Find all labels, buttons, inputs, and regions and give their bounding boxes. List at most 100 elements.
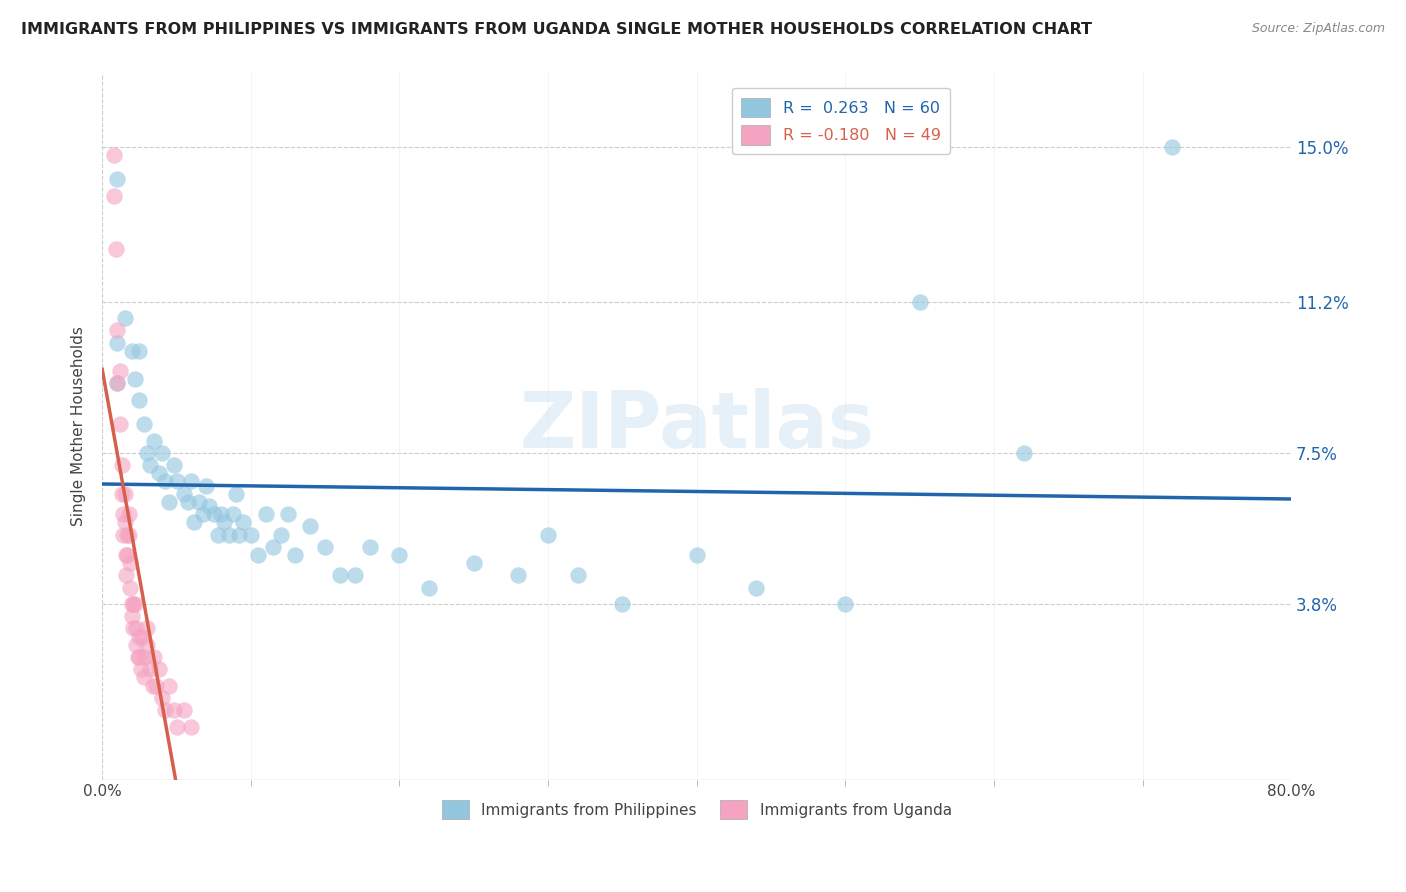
Point xyxy=(103,147,125,161)
Point xyxy=(111,527,134,541)
Point xyxy=(128,650,150,665)
Point xyxy=(157,679,180,693)
Point xyxy=(1012,446,1035,460)
Point xyxy=(139,458,162,472)
Point xyxy=(132,417,155,432)
Point xyxy=(139,662,162,676)
Point xyxy=(135,622,157,636)
Text: ZIPatlas: ZIPatlas xyxy=(519,388,875,465)
Point xyxy=(388,548,411,562)
Point xyxy=(198,499,221,513)
Point xyxy=(418,581,440,595)
Point xyxy=(183,516,205,530)
Point xyxy=(108,417,131,432)
Point xyxy=(115,568,138,582)
Point xyxy=(463,556,485,570)
Point xyxy=(121,609,143,624)
Point xyxy=(105,335,128,350)
Point xyxy=(329,568,352,582)
Point xyxy=(209,507,232,521)
Point xyxy=(105,376,128,391)
Point xyxy=(508,568,530,582)
Point xyxy=(117,548,139,562)
Point xyxy=(110,486,132,500)
Text: Source: ZipAtlas.com: Source: ZipAtlas.com xyxy=(1251,22,1385,36)
Point xyxy=(173,486,195,500)
Point xyxy=(117,527,139,541)
Legend: Immigrants from Philippines, Immigrants from Uganda: Immigrants from Philippines, Immigrants … xyxy=(436,794,957,825)
Point xyxy=(612,597,634,611)
Point xyxy=(114,311,136,326)
Point xyxy=(247,548,270,562)
Point xyxy=(108,364,131,378)
Point xyxy=(834,597,856,611)
Point xyxy=(162,703,184,717)
Point xyxy=(121,343,143,358)
Point xyxy=(128,630,150,644)
Point xyxy=(299,519,322,533)
Point xyxy=(207,527,229,541)
Point xyxy=(120,581,142,595)
Point xyxy=(125,622,148,636)
Point xyxy=(124,372,146,386)
Point xyxy=(225,486,247,500)
Point xyxy=(148,662,170,676)
Point xyxy=(908,294,931,309)
Point xyxy=(254,507,277,521)
Point xyxy=(127,650,149,665)
Text: IMMIGRANTS FROM PHILIPPINES VS IMMIGRANTS FROM UGANDA SINGLE MOTHER HOUSEHOLDS C: IMMIGRANTS FROM PHILIPPINES VS IMMIGRANT… xyxy=(21,22,1092,37)
Point xyxy=(745,581,768,595)
Point xyxy=(180,475,202,489)
Point xyxy=(359,540,381,554)
Point xyxy=(270,527,292,541)
Point xyxy=(118,527,141,541)
Point xyxy=(150,446,173,460)
Point xyxy=(150,690,173,705)
Point xyxy=(222,507,245,521)
Point xyxy=(187,495,209,509)
Point xyxy=(143,650,166,665)
Point xyxy=(105,172,128,186)
Point xyxy=(173,703,195,717)
Point xyxy=(314,540,336,554)
Point xyxy=(277,507,299,521)
Point xyxy=(232,516,254,530)
Point xyxy=(104,242,127,256)
Point xyxy=(135,638,157,652)
Point xyxy=(228,527,250,541)
Point xyxy=(105,376,128,391)
Point xyxy=(202,507,225,521)
Point xyxy=(166,475,188,489)
Point xyxy=(686,548,709,562)
Point xyxy=(153,703,176,717)
Point xyxy=(166,719,188,733)
Point xyxy=(114,516,136,530)
Point xyxy=(132,671,155,685)
Point xyxy=(212,516,235,530)
Point xyxy=(132,650,155,665)
Point xyxy=(193,507,215,521)
Y-axis label: Single Mother Households: Single Mother Households xyxy=(72,326,86,526)
Point xyxy=(125,638,148,652)
Point xyxy=(284,548,307,562)
Point xyxy=(262,540,284,554)
Point xyxy=(143,434,166,448)
Point xyxy=(118,507,141,521)
Point xyxy=(111,507,134,521)
Point xyxy=(122,622,145,636)
Point xyxy=(537,527,560,541)
Point xyxy=(129,662,152,676)
Point xyxy=(343,568,366,582)
Point xyxy=(145,679,167,693)
Point xyxy=(114,486,136,500)
Point xyxy=(148,467,170,481)
Point xyxy=(122,597,145,611)
Point xyxy=(1161,139,1184,153)
Point xyxy=(120,556,142,570)
Point xyxy=(131,630,153,644)
Point xyxy=(195,478,218,492)
Point xyxy=(157,495,180,509)
Point xyxy=(142,679,165,693)
Point xyxy=(153,475,176,489)
Point xyxy=(567,568,589,582)
